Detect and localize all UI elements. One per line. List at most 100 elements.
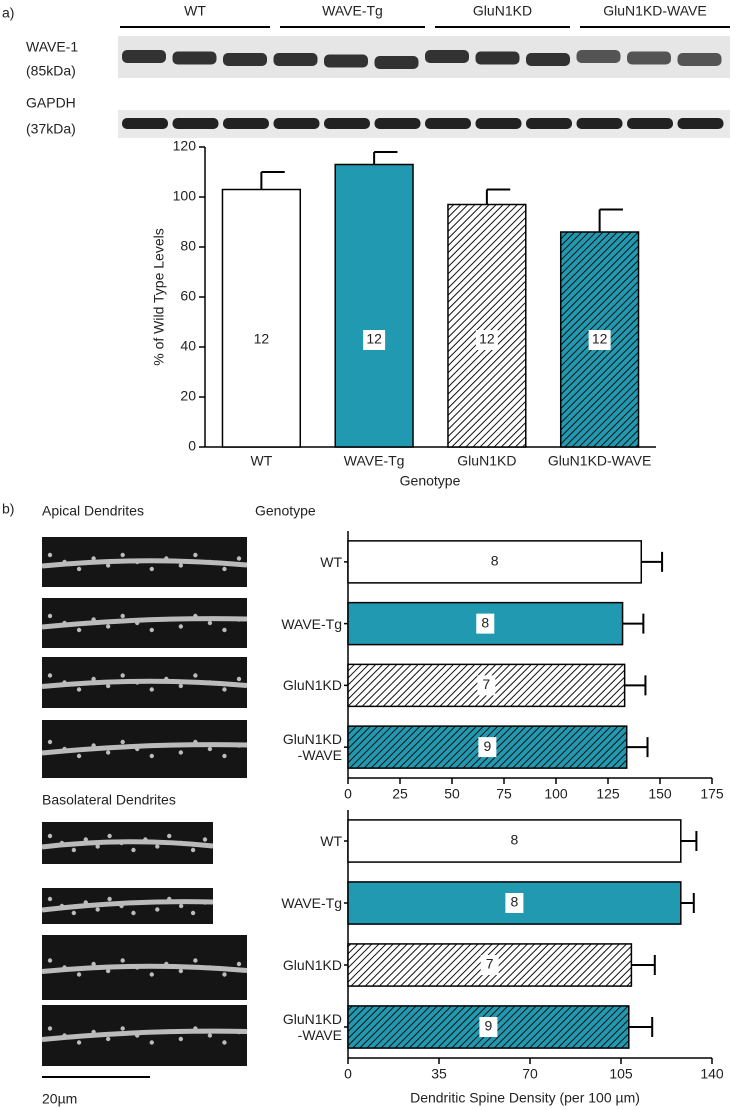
y-tick-label: WAVE-Tg: [281, 895, 342, 911]
spine: [190, 847, 196, 853]
blot-band: [374, 118, 421, 129]
dendrite: [41, 678, 248, 689]
spine: [149, 687, 154, 692]
spine: [95, 844, 100, 849]
dendrite: [41, 616, 248, 630]
n-label: 8: [481, 614, 489, 630]
x-tick-label: 100: [544, 786, 568, 802]
spine: [91, 556, 96, 561]
spine: [164, 743, 169, 748]
spine: [202, 837, 208, 842]
spine: [47, 958, 53, 963]
x-tick-label: 140: [700, 1066, 724, 1082]
y-tick-label: GluN1KD: [282, 957, 342, 973]
spine: [155, 907, 160, 912]
spine: [105, 563, 111, 568]
spine: [207, 559, 213, 565]
x-tick-label: 50: [444, 786, 460, 802]
blot-band: [425, 50, 469, 63]
spine: [62, 559, 67, 565]
blot-band: [324, 118, 370, 129]
spine: [178, 968, 184, 974]
label-bg: [478, 737, 497, 758]
spine: [105, 624, 111, 629]
spine: [105, 750, 111, 755]
section-label: Basolateral Dendrites: [42, 792, 176, 808]
spine: [178, 563, 184, 568]
spine: [95, 907, 100, 912]
spine: [207, 746, 213, 752]
spine: [202, 900, 208, 905]
spine: [120, 552, 125, 558]
spine: [222, 627, 227, 633]
spine: [76, 687, 82, 692]
spine: [178, 750, 184, 755]
spine: [236, 676, 242, 682]
spine: [149, 627, 154, 633]
y-tick-label: GluN1KD -WAVE: [282, 1011, 342, 1043]
blot-band: [576, 50, 621, 63]
spine: [107, 833, 112, 839]
spine: [236, 556, 242, 561]
blot-band: [122, 118, 168, 129]
n-label: 8: [491, 553, 499, 569]
x-tick-label: GluN1KD: [457, 453, 516, 469]
x-tick-label: 0: [344, 1066, 352, 1082]
blot-band: [677, 53, 722, 66]
x-tick-label: 125: [596, 786, 620, 802]
y-tick-label: WT: [320, 553, 342, 570]
spine: [71, 910, 77, 916]
spine: [76, 627, 82, 633]
spine: [167, 833, 172, 839]
spine: [167, 896, 172, 902]
blot-label: (37kDa): [26, 121, 76, 137]
dendrite: [41, 742, 248, 756]
bar: [347, 819, 682, 863]
spine: [47, 1026, 53, 1031]
spine: [105, 968, 111, 974]
spine: [155, 844, 160, 849]
spine: [193, 1026, 198, 1031]
spine: [236, 961, 242, 967]
spine: [207, 680, 213, 685]
spine: [47, 613, 53, 619]
blot-group-label: GluN1KD-WAVE: [603, 3, 706, 19]
spine: [47, 552, 53, 558]
spine: [59, 840, 65, 846]
spine: [190, 910, 196, 916]
spine: [149, 566, 154, 572]
y-tick-label: 60: [180, 288, 196, 304]
spine: [62, 746, 67, 752]
bar: [447, 203, 527, 448]
y-tick-label: 120: [173, 138, 197, 154]
spine: [178, 903, 184, 909]
label-bg: [479, 1017, 498, 1037]
y-tick-label: 0: [188, 438, 196, 454]
spine: [207, 1033, 213, 1038]
spine: [76, 1040, 82, 1045]
blot-band: [425, 118, 471, 129]
blot-band: [526, 118, 572, 129]
spine: [207, 965, 213, 970]
blot-band: [475, 118, 522, 129]
section-label: Genotype: [255, 503, 316, 519]
x-tick-label: 25: [392, 786, 408, 802]
label-bg: [363, 330, 386, 350]
spine: [47, 896, 53, 902]
n-label: 12: [592, 331, 608, 347]
spine: [236, 1029, 242, 1035]
label-bg: [505, 893, 524, 913]
spine: [193, 613, 198, 619]
spine: [193, 673, 198, 678]
n-label: 7: [482, 676, 490, 692]
spine: [120, 958, 125, 963]
blot-band: [627, 51, 671, 65]
dendrite: [41, 963, 248, 974]
blot-band: [223, 53, 267, 66]
spine: [120, 673, 125, 678]
spine: [149, 753, 154, 759]
spine: [83, 837, 88, 842]
blot-group-label: WT: [184, 3, 206, 19]
